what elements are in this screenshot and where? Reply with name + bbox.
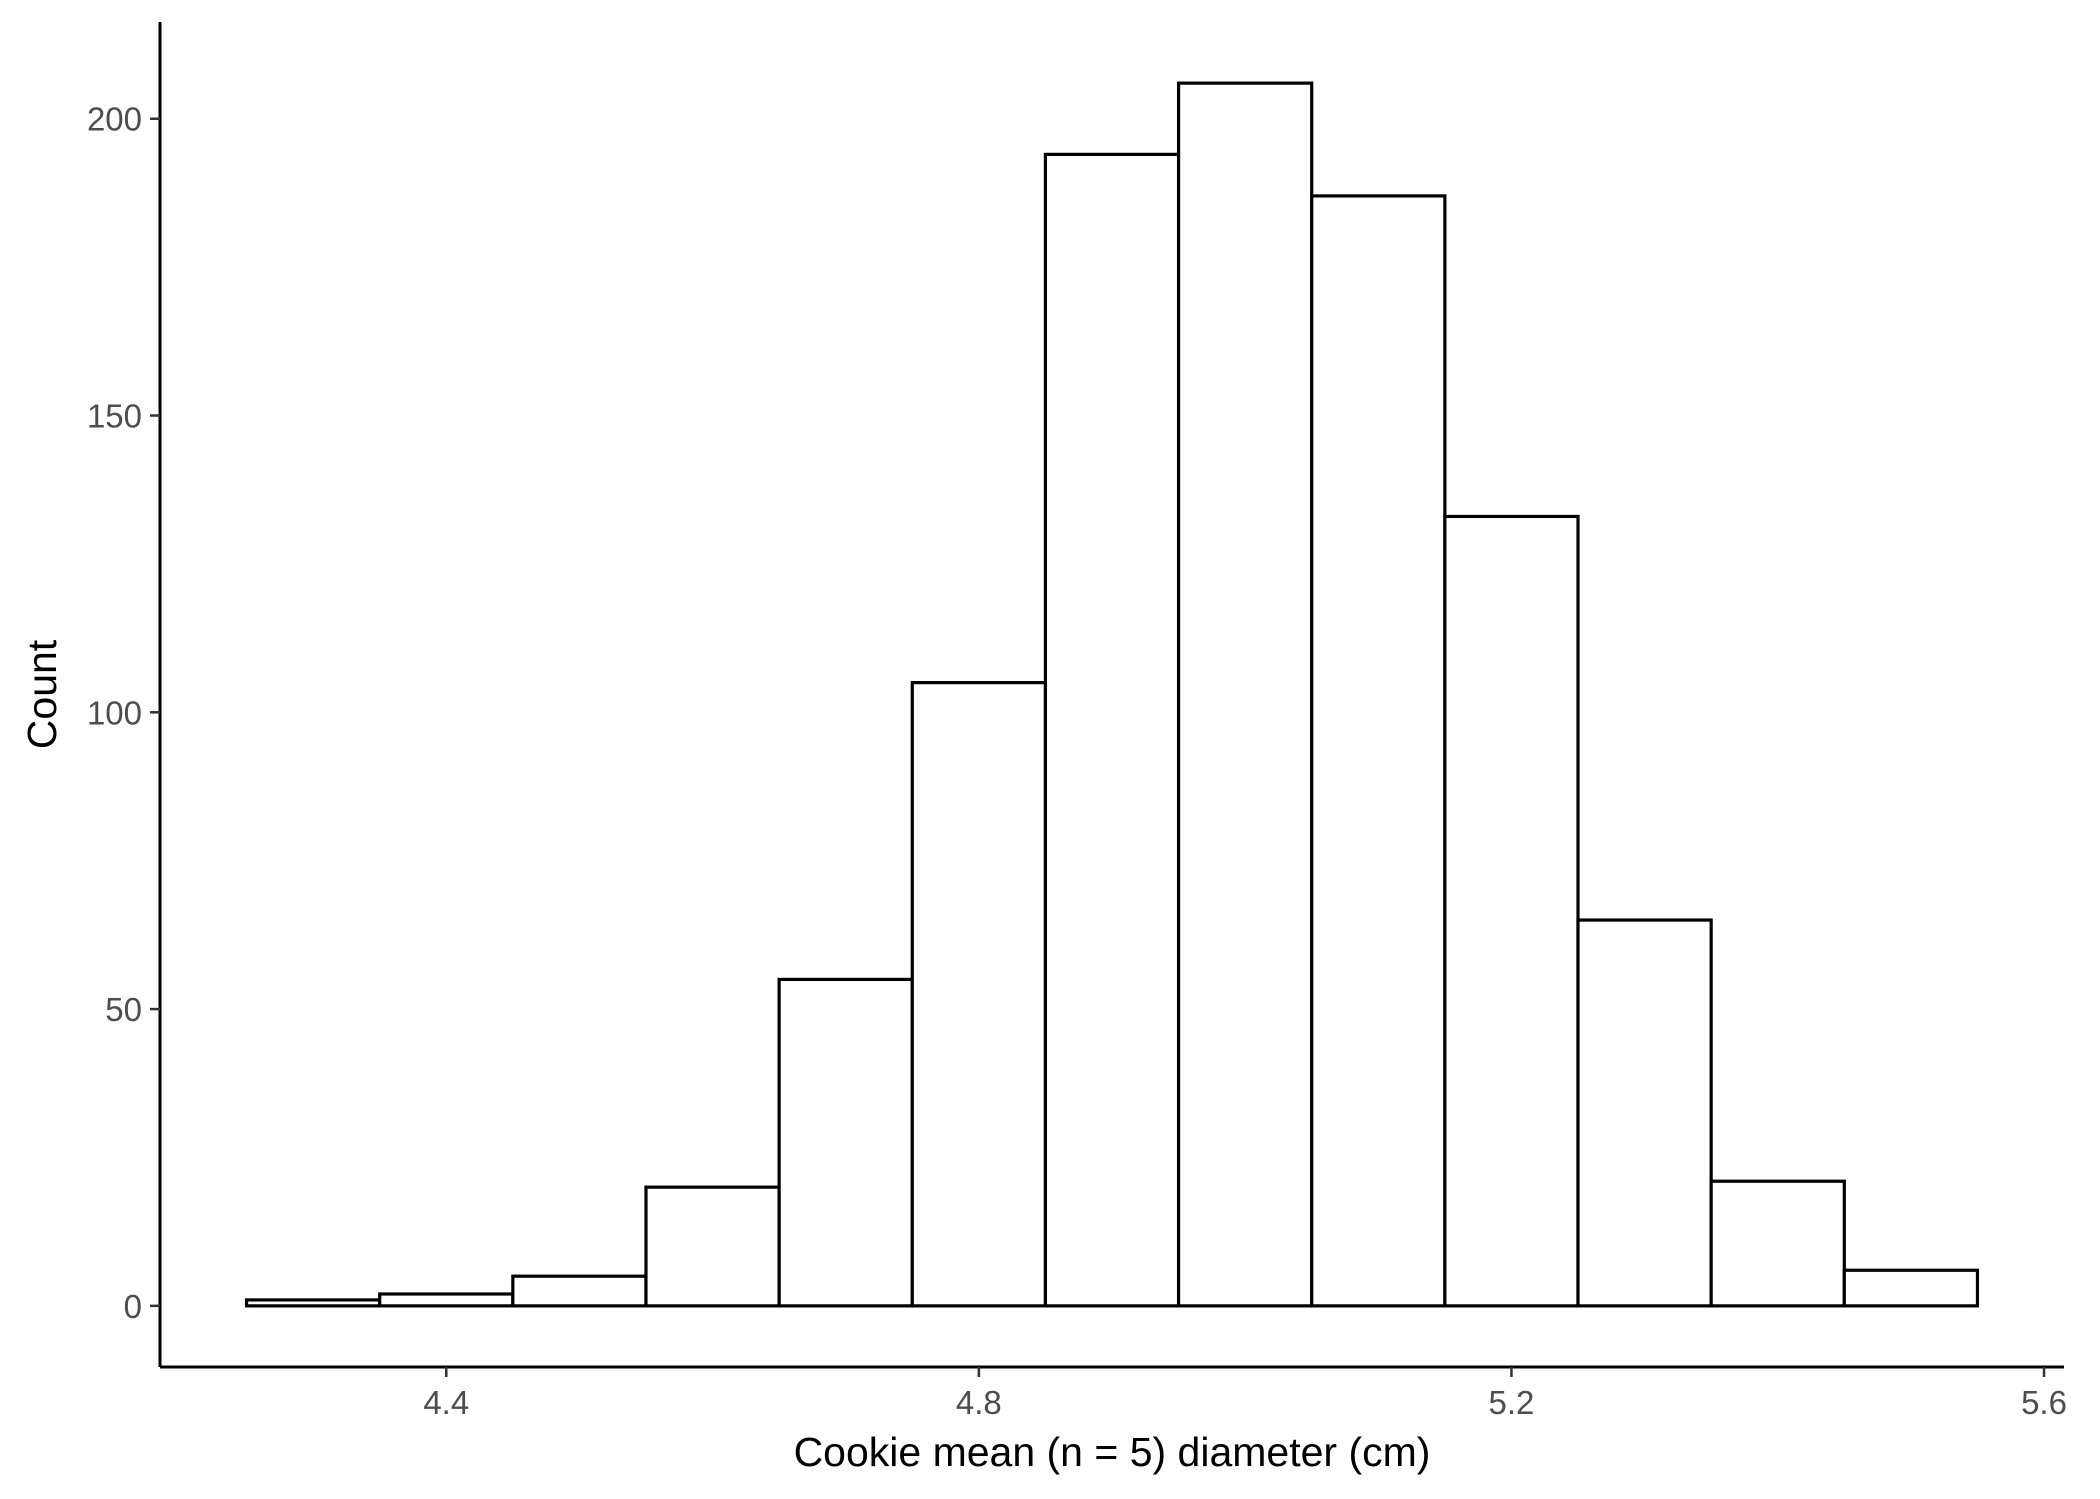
- y-tick-label: 100: [87, 694, 142, 731]
- x-tick-label: 5.6: [2021, 1384, 2067, 1421]
- histogram-bar-11: [1709, 1179, 1846, 1308]
- y-tick-label: 150: [87, 398, 142, 435]
- histogram-bar-12: [1842, 1268, 1980, 1308]
- histogram-bar-10: [1576, 918, 1713, 1308]
- histogram-bar-5: [910, 681, 1048, 1308]
- x-tick-label: 4.8: [956, 1384, 1002, 1421]
- y-tick-label: 200: [87, 101, 142, 138]
- histogram-bar-7: [1176, 81, 1314, 1308]
- histogram-bar-9: [1443, 514, 1580, 1308]
- y-axis-title: Count: [19, 639, 65, 749]
- x-axis: 4.4 4.8 5.2 5.6: [160, 1365, 2067, 1421]
- y-tick-label: 0: [124, 1288, 142, 1325]
- x-axis-title: Cookie mean (n = 5) diameter (cm): [794, 1429, 1431, 1475]
- x-tick-label: 5.2: [1489, 1384, 1535, 1421]
- histogram-bar-6: [1043, 152, 1181, 1308]
- x-tick-label: 4.4: [423, 1384, 469, 1421]
- histogram-bar-4: [777, 977, 914, 1308]
- y-tick-label: 50: [105, 991, 142, 1028]
- histogram-bar-0: [244, 1298, 382, 1308]
- histogram-bar-2: [511, 1274, 648, 1308]
- bars-group: [244, 81, 1980, 1308]
- histogram-bar-8: [1310, 194, 1447, 1308]
- histogram-bar-3: [644, 1185, 781, 1308]
- y-axis: 0 50 100 150 200: [87, 22, 162, 1367]
- histogram-bar-1: [378, 1292, 515, 1308]
